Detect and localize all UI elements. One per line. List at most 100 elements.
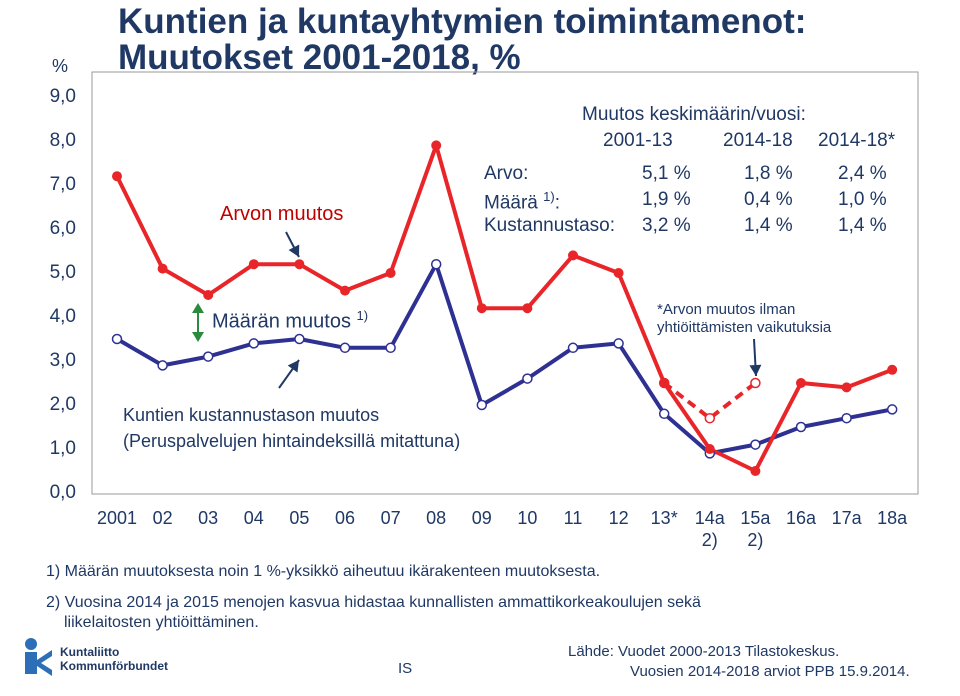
x-tick-label: 15a xyxy=(740,508,771,528)
presenter-initials: IS xyxy=(398,660,413,677)
x-tick-label: 09 xyxy=(471,508,492,528)
x-tick-label: 2001 xyxy=(96,508,138,528)
data-point-arvon-muutos xyxy=(157,263,168,274)
x-tick-label: 02 xyxy=(152,508,173,528)
y-tick-label: 9,0 xyxy=(49,86,76,107)
x-tick-label: 07 xyxy=(380,508,401,528)
y-tick-label: 6,0 xyxy=(49,218,76,239)
table-heading: Muutos keskimäärin/vuosi: xyxy=(582,104,806,125)
table-row-kust-label: Kustannustaso: xyxy=(484,215,615,236)
table-row-kust-v3: 1,4 % xyxy=(838,215,887,236)
data-point-arvon-muutos xyxy=(796,378,806,388)
series-line-arvon-ilman-yhtioittamista xyxy=(662,381,757,421)
x-tick-label: 12 xyxy=(608,508,629,528)
data-point-arvon-muutos xyxy=(659,378,670,388)
arrow-kustannustaso-head xyxy=(287,360,299,373)
table-row-maara-v3: 1,0 % xyxy=(838,189,887,210)
data-point-arvon-muutos xyxy=(613,268,624,278)
data-point-arvon-muutos xyxy=(203,290,214,300)
x-tick-label: 03 xyxy=(198,508,219,528)
data-point-arvon-muutos xyxy=(704,444,715,454)
data-point-arvon-muutos xyxy=(750,466,761,476)
data-point-arvon-muutos xyxy=(522,303,533,314)
source-line1: Lähde: Vuodet 2000-2013 Tilastokeskus. xyxy=(568,643,840,660)
plot-area-frame xyxy=(91,71,919,495)
table-row-arvo-v2: 1,8 % xyxy=(744,163,793,184)
kuntaliitto-logo-mark xyxy=(25,638,52,676)
data-point-arvon-muutos xyxy=(476,303,487,314)
table-row-arvo-label: Arvo: xyxy=(484,163,529,184)
x-tick-footnote: 2) xyxy=(747,530,764,550)
data-point-maaran-muutos xyxy=(795,421,807,433)
logo-text-line2: Kommunförbundet xyxy=(60,659,168,673)
table-col-2001-13: 2001-13 xyxy=(603,130,673,151)
x-tick-label: 16a xyxy=(785,508,817,528)
data-point-maaran-muutos xyxy=(294,333,305,345)
data-point-maaran-muutos xyxy=(567,342,579,354)
data-point-maaran-muutos xyxy=(522,373,533,384)
footnote-1: 1) Määrän muutoksesta noin 1 %-yksikkö a… xyxy=(46,563,601,580)
data-point-maaran-muutos xyxy=(750,439,761,450)
x-tick-label: 13* xyxy=(650,508,678,528)
data-point-maaran-muutos xyxy=(339,342,351,354)
data-point-maaran-muutos xyxy=(111,333,123,345)
arrow-maaran-double-head-up xyxy=(192,303,204,313)
data-point-maaran-muutos xyxy=(613,338,624,349)
y-tick-label: 2,0 xyxy=(49,394,76,415)
y-tick-label: 4,0 xyxy=(49,306,76,327)
data-point-arvon-muutos xyxy=(340,285,350,296)
data-point-arvon-muutos xyxy=(887,364,898,375)
y-tick-label: 7,0 xyxy=(49,174,76,195)
y-tick-label: 1,0 xyxy=(49,438,76,459)
data-point-arvon-ilman-yhtioittamista xyxy=(704,412,716,424)
data-point-maaran-muutos xyxy=(886,404,898,415)
table-row-maara-label: Määrä 1): xyxy=(484,189,560,214)
x-tick-label: 18a xyxy=(877,508,908,528)
y-tick-label: 0,0 xyxy=(49,482,76,503)
data-point-maaran-muutos xyxy=(202,351,214,362)
data-point-arvon-muutos xyxy=(112,171,122,182)
footnote-2-line2: liikelaitosten yhtiöittäminen. xyxy=(64,614,259,631)
x-tick-label: 14a xyxy=(694,508,725,528)
data-point-arvon-muutos xyxy=(385,268,396,278)
x-tick-label: 17a xyxy=(831,508,862,528)
data-point-maaran-muutos xyxy=(841,412,852,424)
data-point-maaran-muutos xyxy=(385,342,396,354)
label-arvon-muutos: Arvon muutos xyxy=(220,203,344,225)
x-tick-label: 04 xyxy=(243,508,264,528)
data-point-arvon-muutos xyxy=(431,140,442,151)
x-tick-label: 05 xyxy=(289,508,310,528)
label-star-line2: yhtiöittämisten vaikutuksia xyxy=(657,319,832,336)
label-star-line1: *Arvon muutos ilman xyxy=(657,301,796,318)
data-point-maaran-muutos xyxy=(430,258,442,270)
chart-title-line2: Muutokset 2001-2018, % xyxy=(118,38,521,77)
y-axis-unit: % xyxy=(52,56,69,76)
data-point-arvon-muutos xyxy=(248,259,259,270)
data-point-arvon-muutos xyxy=(294,259,305,270)
logo-text-line1: Kuntaliitto xyxy=(60,645,120,659)
source-line2: Vuosien 2014-2018 arviot PPB 15.9.2014. xyxy=(630,663,910,680)
data-point-maaran-muutos xyxy=(248,338,260,349)
x-tick-label: 06 xyxy=(334,508,356,528)
data-point-maaran-muutos xyxy=(658,408,670,420)
data-point-maaran-muutos xyxy=(157,360,168,371)
table-row-maara-v2: 0,4 % xyxy=(744,189,793,210)
table-row-arvo-v1: 5,1 % xyxy=(642,163,691,184)
table-row-kust-v1: 3,2 % xyxy=(642,215,691,236)
y-tick-label: 3,0 xyxy=(49,350,76,371)
y-tick-label: 5,0 xyxy=(49,262,76,283)
series-line-maaran-muutos xyxy=(115,262,893,456)
arrow-maaran-double-head-down xyxy=(192,332,204,342)
y-tick-label: 8,0 xyxy=(49,130,76,151)
arrow-star-label-head xyxy=(749,364,762,376)
chart-title-line1: Kuntien ja kuntayhtymien toimintamenot: xyxy=(118,2,807,41)
label-maaran-muutos: Määrän muutos 1) xyxy=(212,308,369,333)
data-point-maaran-muutos xyxy=(476,399,488,411)
data-point-arvon-muutos xyxy=(841,382,852,393)
table-row-maara-v1: 1,9 % xyxy=(642,189,691,210)
data-point-arvon-ilman-yhtioittamista xyxy=(750,377,761,389)
x-tick-label: 08 xyxy=(426,508,447,528)
table-row-arvo-v3: 2,4 % xyxy=(838,163,887,184)
